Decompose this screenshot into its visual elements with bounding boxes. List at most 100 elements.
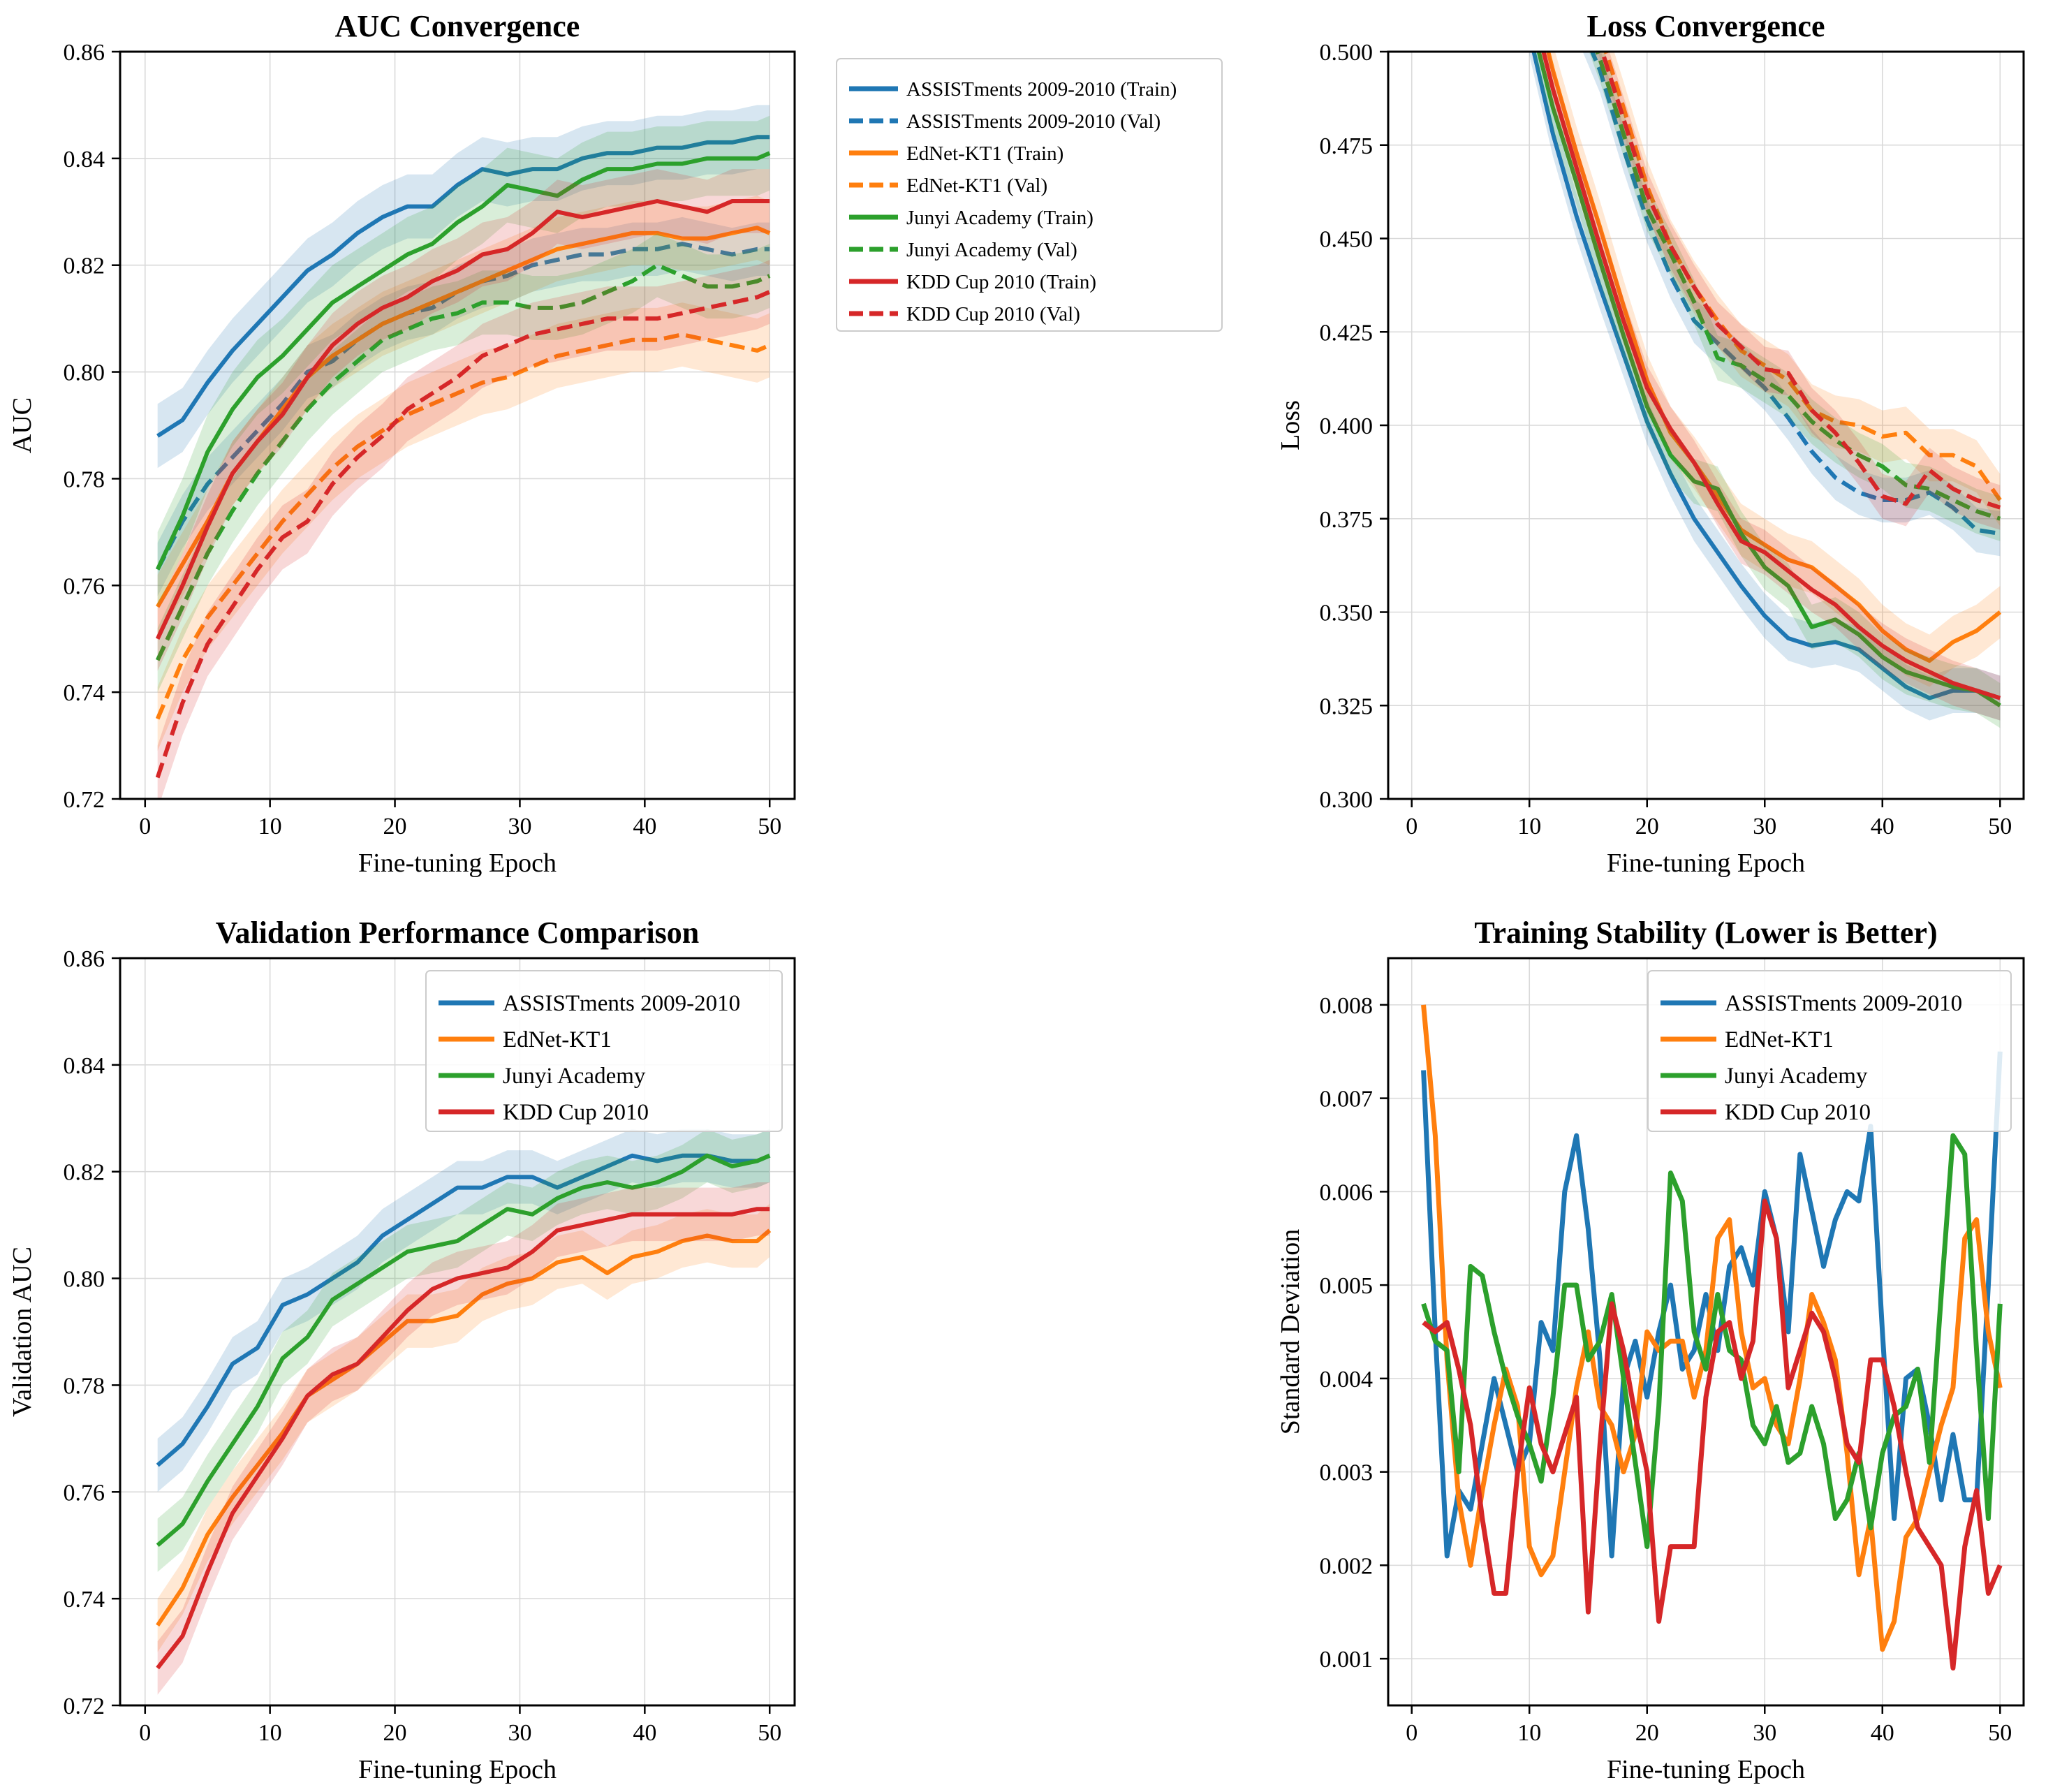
chart-auc: 0 10 20 30 40 50 0.72 0.74 0.76 0.78 0.80 0.82 0.84 0… [8, 9, 1223, 878]
legend-frame [836, 58, 1223, 332]
series-line-ednet-kt1-val [1603, 52, 2002, 501]
band-junyi-academy-val [157, 233, 770, 693]
x-tick-label: 0 [1406, 1720, 1418, 1746]
legend: ASSISTments 2009-2010 (Train) ASSISTments… [836, 58, 1223, 332]
chart-val: 0 10 20 30 40 50 0.72 0.74 0.76 0.78 0.80 0.82 0.84 0… [8, 916, 796, 1784]
y-tick-label: 0.375 [1320, 507, 1374, 533]
series-line-assistments-2009-2010 [156, 1153, 771, 1467]
y-tick-label: 0.78 [64, 467, 105, 492]
y-tick-label: 0.004 [1320, 1367, 1374, 1393]
band-junyi-academy [157, 1129, 770, 1572]
x-tick-label: 40 [633, 814, 656, 839]
y-tick-label: 0.76 [64, 573, 105, 599]
x-tick-label: 20 [1635, 814, 1659, 839]
x-tick-label: 10 [1517, 1720, 1541, 1746]
series-line-kdd-cup-2010-train [1541, 52, 2001, 700]
x-tick-label: 10 [1517, 814, 1541, 839]
y-tick-label: 0.74 [64, 680, 105, 706]
y-tick-label: 0.006 [1320, 1180, 1374, 1205]
y-tick-label: 0.350 [1320, 601, 1374, 626]
chart-std: 0 10 20 30 40 50 0.001 0.002 0.003 0.004 0.005 0.00… [1276, 916, 2025, 1784]
series-line-kdd-cup-2010-val [1600, 52, 2001, 510]
y-tick-label: 0.74 [64, 1587, 105, 1613]
x-tick-label: 0 [139, 814, 151, 839]
plot-area [1529, 52, 2002, 728]
x-tick-label: 10 [258, 814, 282, 839]
x-tick-label: 50 [758, 814, 781, 839]
x-axis-label: Fine-tuning Epoch [358, 849, 557, 878]
legend-label: KDD Cup 2010 (Val) [906, 303, 1080, 325]
chart-title: AUC Convergence [335, 9, 580, 43]
series-line-ednet-kt1 [156, 1228, 772, 1627]
y-tick-label: 0.005 [1320, 1273, 1374, 1299]
legend-frame [1647, 970, 2012, 1132]
series-line-junyi-academy [1421, 1133, 2003, 1550]
legend-label: ASSISTments 2009-2010 (Val) [906, 110, 1161, 133]
x-tick-label: 30 [1753, 1720, 1776, 1746]
chart-title: Loss Convergence [1587, 9, 1825, 43]
y-tick-label: 0.86 [64, 946, 105, 972]
y-tick-label: 0.325 [1320, 693, 1374, 719]
x-tick-label: 40 [1871, 1720, 1894, 1746]
x-tick-label: 20 [1635, 1720, 1659, 1746]
y-tick-label: 0.84 [64, 1053, 105, 1079]
series-line-ednet-kt1 [1421, 1004, 2003, 1652]
y-tick-label: 0.78 [64, 1373, 105, 1399]
plot-area [156, 1129, 772, 1695]
legend-label: EdNet-KT1 (Val) [906, 175, 1047, 197]
y-tick-label: 0.86 [64, 40, 105, 66]
series-line-ednet-kt1-train [1546, 52, 2002, 663]
x-tick-label: 40 [1871, 814, 1894, 839]
y-axis-label: Validation AUC [8, 1247, 37, 1417]
plot-area [155, 105, 771, 799]
series-line-junyi-academy [156, 1153, 771, 1547]
x-tick-label: 30 [508, 1720, 531, 1746]
x-tick-label: 50 [1988, 1720, 2012, 1746]
axes-frame [119, 957, 796, 1707]
series-line-assistments-2009-2010-train [156, 135, 770, 438]
plot-area [1421, 1004, 2003, 1670]
series-line-kdd-cup-2010-val [155, 290, 771, 779]
series-line-kdd-cup-2010 [1422, 1198, 2003, 1670]
y-tick-label: 0.72 [64, 1694, 105, 1719]
legend-frame [425, 970, 783, 1132]
band-kdd-cup-2010-val [157, 260, 770, 799]
x-tick-label: 20 [383, 1720, 407, 1746]
legend-label: Junyi Academy [1725, 1064, 1868, 1089]
legend-label: Junyi Academy [503, 1064, 646, 1089]
x-tick-label: 0 [139, 1720, 151, 1746]
axes-frame [119, 50, 796, 800]
x-axis-label: Fine-tuning Epoch [1607, 1755, 1805, 1784]
legend-label: EdNet-KT1 [1725, 1027, 1834, 1052]
y-axis-label: AUC [8, 397, 37, 453]
x-tick-label: 50 [758, 1720, 781, 1746]
series-line-junyi-academy-train [1536, 52, 2001, 707]
x-tick-label: 20 [383, 814, 407, 839]
legend-label: ASSISTments 2009-2010 [503, 991, 740, 1016]
legend-label: KDD Cup 2010 [1725, 1100, 1871, 1125]
chart-title: Training Stability (Lower is Better) [1474, 916, 1937, 950]
band-junyi-academy-train [157, 115, 770, 607]
band-ednet-kt1 [157, 1203, 770, 1652]
x-axis-label: Fine-tuning Epoch [358, 1755, 557, 1784]
y-tick-label: 0.84 [64, 147, 105, 172]
legend-label: ASSISTments 2009-2010 [1725, 991, 1962, 1016]
y-tick-label: 0.500 [1320, 40, 1374, 66]
band-ednet-kt1-val [1597, 52, 2001, 527]
x-tick-label: 0 [1406, 814, 1418, 839]
legend-label: EdNet-KT1 (Train) [906, 142, 1063, 165]
series-line-kdd-cup-2010-train [155, 199, 770, 640]
axes-frame [1387, 957, 2025, 1707]
y-tick-label: 0.80 [64, 1267, 105, 1293]
band-assistments-2009-2010-val [1582, 52, 2001, 557]
series-line-assistments-2009-2010-val [1589, 52, 2001, 536]
y-tick-label: 0.80 [64, 360, 105, 386]
y-axis-label: Standard Deviation [1276, 1229, 1305, 1434]
series-line-junyi-academy-val [1595, 52, 2001, 521]
y-tick-label: 0.007 [1320, 1087, 1374, 1112]
series-line-kdd-cup-2010 [156, 1207, 770, 1670]
y-tick-label: 0.475 [1320, 133, 1374, 159]
x-tick-label: 10 [258, 1720, 282, 1746]
y-tick-label: 0.76 [64, 1480, 105, 1506]
y-tick-label: 0.82 [64, 1160, 105, 1186]
